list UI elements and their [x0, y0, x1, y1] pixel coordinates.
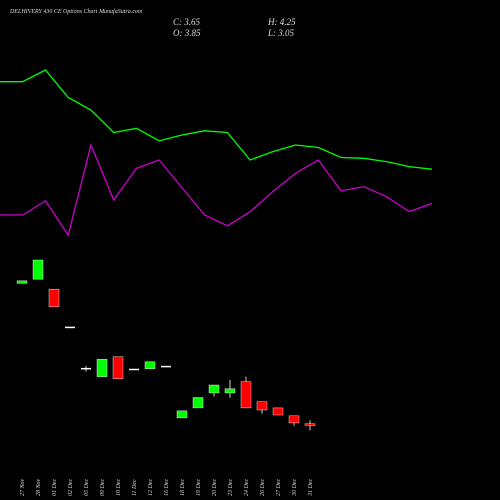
candle-body	[240, 381, 252, 409]
candle-body	[288, 415, 300, 424]
x-tick-label: 31 Dec	[308, 479, 314, 497]
x-tick-label: 11 Dec	[132, 479, 138, 496]
candle-body	[208, 384, 220, 394]
x-tick-label: 09 Dec	[100, 479, 106, 496]
x-tick-label: 20 Dec	[212, 479, 218, 496]
x-tick-label: 30 Dec	[292, 479, 298, 497]
candle-body	[224, 388, 236, 394]
candle-body	[48, 288, 60, 307]
x-tick-label: 02 Dec	[68, 479, 74, 496]
x-tick-label: 28 Nov	[36, 478, 42, 496]
indicator-line	[0, 69, 433, 170]
candle-body	[112, 356, 124, 379]
x-tick-label: 05 Dec	[84, 479, 90, 496]
candle-body	[32, 259, 44, 280]
candle-body	[129, 368, 139, 371]
high-summary: H: 4.25	[267, 17, 296, 27]
candle-body	[256, 401, 268, 411]
x-tick-label: 23 Dec	[228, 479, 234, 496]
x-tick-label: 01 Dec	[52, 479, 58, 496]
candle-body	[304, 423, 316, 426]
candle-body	[65, 326, 75, 329]
chart-title: DELHIVERY 430 CE Options Chart MunafaSut…	[9, 8, 143, 15]
candle-body	[96, 358, 108, 377]
x-tick-label: 19 Dec	[196, 479, 202, 496]
low-summary: L: 3.05	[267, 28, 295, 38]
x-tick-label: 24 Dec	[243, 479, 250, 496]
candle-body	[144, 361, 156, 369]
x-tick-label: 12 Dec	[148, 479, 154, 496]
x-tick-label: 26 Dec	[260, 479, 266, 496]
indicator-line	[0, 142, 433, 237]
candle-body	[176, 410, 188, 419]
open-summary: O: 3.85	[173, 28, 201, 38]
x-tick-label: 10 Dec	[116, 479, 122, 496]
candle-body	[81, 367, 91, 370]
close-summary: C: 3.65	[173, 17, 201, 27]
x-tick-label: 27 Nov	[20, 478, 26, 496]
x-tick-label: 27 Dec	[276, 479, 282, 496]
candle-body	[161, 365, 171, 368]
candle-body	[192, 397, 204, 409]
candle-body	[272, 407, 284, 416]
x-tick-label: 16 Dec	[164, 479, 170, 496]
candle-body	[16, 280, 28, 284]
x-tick-label: 18 Dec	[180, 479, 186, 496]
